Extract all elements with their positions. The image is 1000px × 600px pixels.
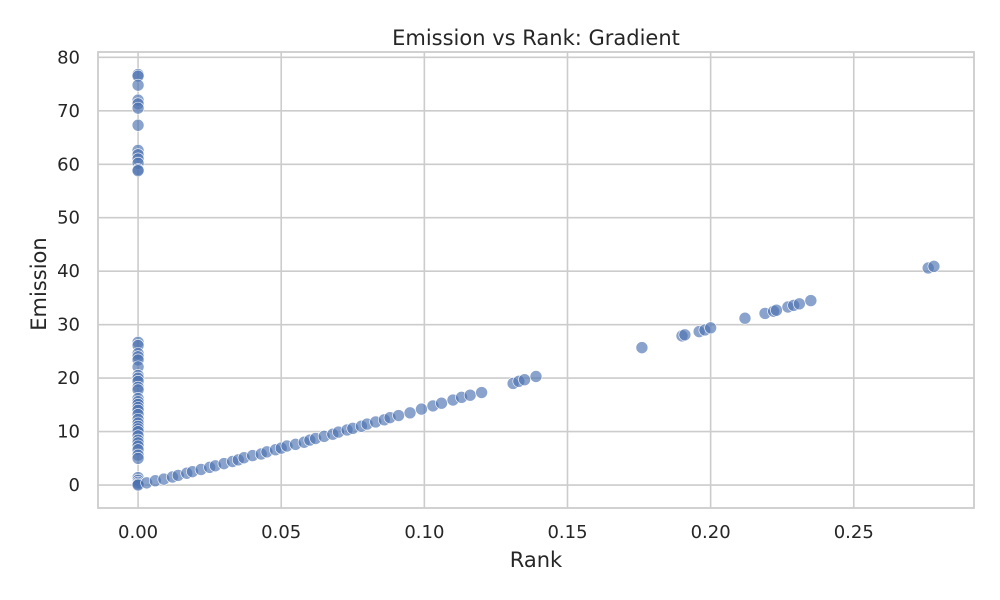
data-point [131,78,145,92]
data-point [704,321,717,335]
x-tick-label: 0.15 [547,522,587,543]
data-point [403,406,417,420]
data-point [392,409,405,422]
x-axis-label: Rank [510,548,563,572]
y-tick-label: 0 [69,475,80,496]
y-tick-label: 50 [57,208,80,229]
x-tick-label: 0.20 [691,522,731,543]
data-point [463,388,477,402]
x-tick-label: 0.05 [261,522,301,543]
data-point [770,303,783,317]
x-tick-label: 0.25 [834,522,874,543]
x-tick-label: 0.00 [118,522,158,543]
y-tick-labels: 0 10 20 30 40 50 60 70 80 [57,47,80,496]
data-point [804,294,818,307]
data-point [793,297,806,311]
data-points [131,68,941,492]
grid [98,52,974,508]
data-point [131,118,145,132]
data-point [738,311,752,325]
data-point [529,370,543,383]
data-point [927,260,941,273]
x-tick-labels: 0.00 0.05 0.10 0.15 0.20 0.25 [118,522,874,543]
plot-frame [97,51,975,509]
data-point [131,164,145,177]
data-point [131,451,145,465]
y-tick-label: 40 [57,261,80,282]
data-point [635,341,649,354]
data-point [678,328,692,342]
x-tick-label: 0.10 [404,522,444,543]
y-tick-label: 60 [57,154,80,175]
data-point [435,396,448,410]
y-tick-label: 80 [57,47,80,68]
data-point [415,402,428,416]
y-tick-label: 70 [57,101,80,122]
y-tick-label: 10 [57,422,80,443]
chart-title: Emission vs Rank: Gradient [392,26,680,50]
y-tick-label: 30 [57,315,80,336]
y-tick-label: 20 [57,368,80,389]
data-point [475,386,488,399]
data-point [518,373,531,386]
data-point [131,101,145,115]
y-axis-label: Emission [27,237,51,330]
